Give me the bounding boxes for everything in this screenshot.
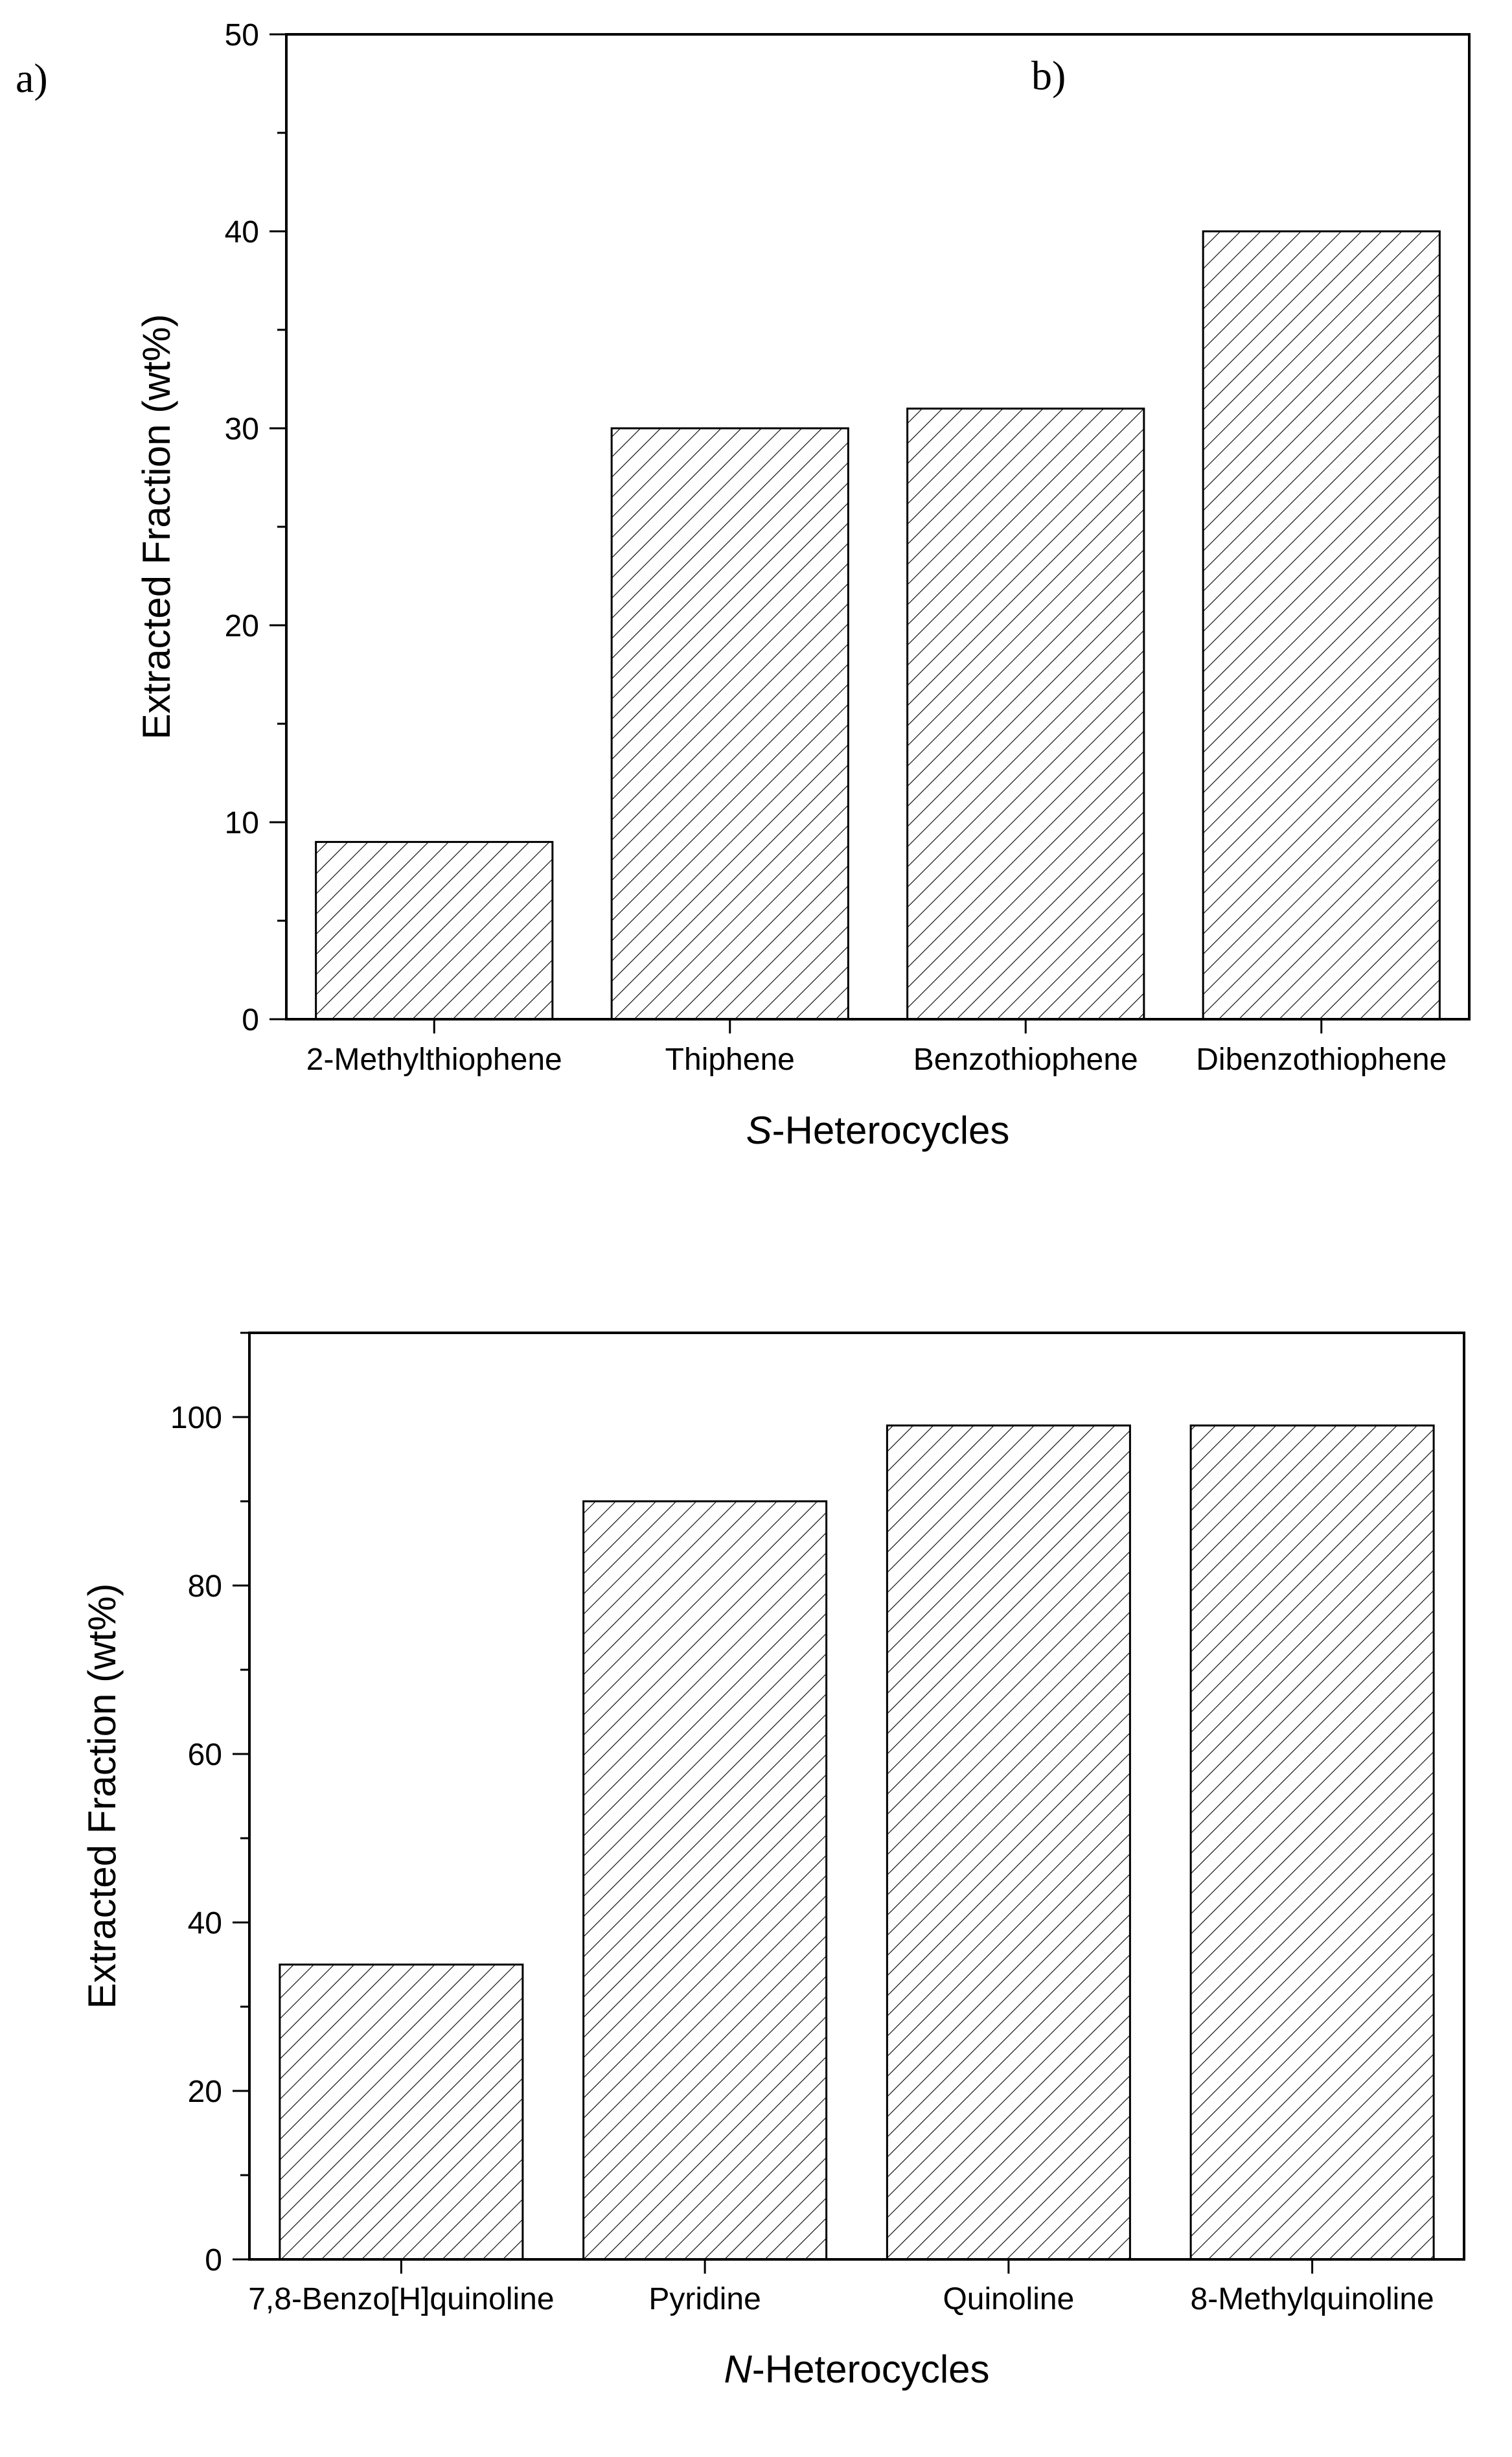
bar-3 — [1202, 230, 1441, 1021]
chart-s-heterocycles: 0 10 20 30 40 50 2-Methylthiophene Thiphene Benz… — [135, 18, 1471, 1152]
y-tick-label: 60 — [188, 1738, 222, 1772]
y-axis-title: Extracted Fraction (wt%) — [135, 314, 178, 740]
x-axis-title-italic: S — [746, 1109, 772, 1152]
y-tick-label: 20 — [225, 609, 259, 643]
y-tick-label: 40 — [188, 1906, 222, 1941]
category-label: Thiphene — [665, 1043, 795, 1077]
x-axis-title: S-Heterocycles — [746, 1109, 1010, 1152]
x-axis-title: N-Heterocycles — [724, 2347, 989, 2391]
y-tick-label: 100 — [170, 1401, 222, 1435]
category-label: 8-Methylquinoline — [1191, 2282, 1434, 2316]
y-tick-label: 30 — [225, 412, 259, 446]
category-label: Quinoline — [943, 2282, 1074, 2316]
x-axis-title-italic: N — [724, 2347, 752, 2391]
category-label: Benzothiophene — [913, 1043, 1138, 1077]
y-tick-label: 50 — [225, 18, 259, 52]
category-label: 7,8-Benzo[H]quinoline — [248, 2282, 554, 2316]
panel-label-b: b) — [1031, 52, 1066, 98]
y-tick-label: 20 — [188, 2075, 222, 2109]
category-label: Pyridine — [648, 2282, 761, 2316]
y-tick-label: 80 — [188, 1569, 222, 1604]
bar-0 — [279, 1963, 524, 2261]
category-label: Dibenzothiophene — [1196, 1043, 1447, 1077]
x-axis-title-rest: -Heterocycles — [772, 1109, 1010, 1152]
bar-0 — [315, 840, 554, 1021]
panel-label-a: a) — [16, 55, 48, 101]
x-axis-title-rest: -Heterocycles — [752, 2347, 990, 2391]
y-tick-label: 10 — [225, 806, 259, 840]
y-tick-label: 0 — [205, 2243, 222, 2278]
y-axis-title: Extracted Fraction (wt%) — [80, 1584, 124, 2009]
bar-3 — [1189, 1424, 1435, 2261]
category-label: 2-Methylthiophene — [306, 1043, 562, 1077]
y-tick-label: 40 — [225, 215, 259, 249]
chart-n-heterocycles: 0 20 40 60 80 100 7,8-Benzo[H]quinoline Pyridin… — [80, 1332, 1465, 2391]
y-tick-label: 0 — [242, 1003, 259, 1037]
bar-1 — [610, 427, 849, 1021]
plot-frame — [248, 1332, 1465, 2261]
bar-2 — [886, 1424, 1131, 2261]
bar-1 — [582, 1500, 828, 2261]
bar-2 — [906, 408, 1145, 1021]
